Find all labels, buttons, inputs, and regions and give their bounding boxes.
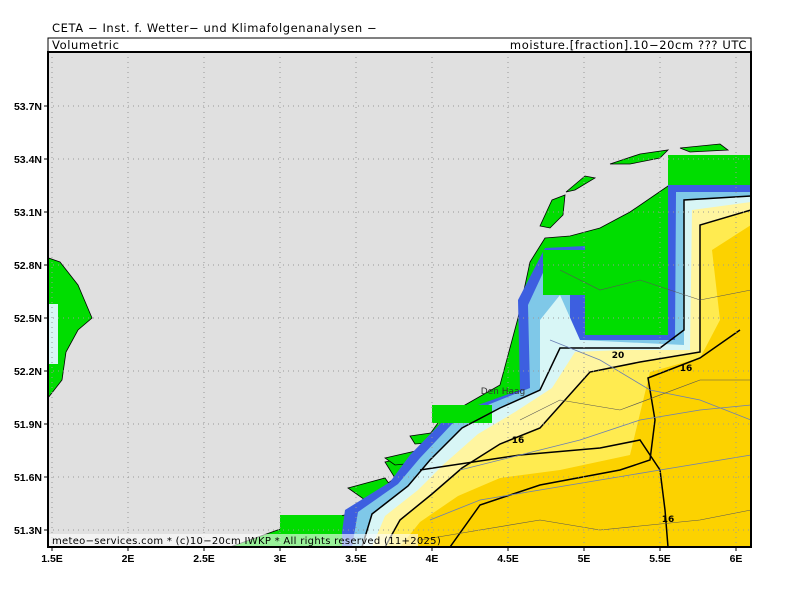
lat-tick-label: 53.7N: [14, 101, 42, 113]
header-left: Volumetric: [52, 38, 120, 52]
region-border: [419, 509, 751, 541]
lon-tick-label: 5E: [578, 553, 591, 565]
moisture-band: [400, 225, 751, 547]
island: [679, 143, 730, 153]
axes: 1.5E 2E 2.5E 3E 3.5E 4E 4.5E 5E 5.5E 6E 53.7N 53.4N…: [14, 101, 742, 565]
river: [459, 404, 751, 471]
field-patch: [585, 246, 668, 333]
land: [48, 257, 93, 399]
lat-tick-label: 53.4N: [14, 154, 42, 166]
lon-tick-label: 3.5E: [345, 553, 367, 565]
header-right: moisture.[fraction].10−20cm ??? UTC: [510, 38, 747, 52]
footer-bg: [48, 534, 418, 547]
lon-tick-label: 4.5E: [497, 553, 519, 565]
contour-label: 20: [612, 351, 625, 361]
lat-tick-label: 51.9N: [14, 419, 42, 431]
river: [549, 339, 751, 421]
map-frame: [47, 51, 752, 548]
island: [609, 149, 670, 165]
contour-line: [361, 195, 751, 547]
lon-tick-label: 2.5E: [193, 553, 215, 565]
header-title: CETA − Inst. f. Wetter− und Klimafolgena…: [52, 21, 377, 35]
contour-line: [449, 329, 741, 547]
lat-tick-label: 52.8N: [14, 260, 42, 272]
contour-label: 16: [662, 515, 675, 525]
grid: [48, 52, 751, 547]
field-patch: [48, 304, 58, 364]
region-border: [519, 379, 751, 421]
field-patch: [668, 155, 751, 185]
river: [429, 454, 751, 521]
field-patch: [543, 250, 585, 295]
lat-tick-label: 53.1N: [14, 207, 42, 219]
contour-label: 16: [512, 436, 525, 446]
region-border: [559, 269, 751, 301]
contour-line: [384, 209, 751, 547]
lon-tick-label: 2E: [122, 553, 135, 565]
lat-tick-label: 52.2N: [14, 366, 42, 378]
city-label: Den Haag: [481, 387, 526, 397]
contour-label: 16: [680, 364, 693, 374]
footer: meteo−services.com * (c)10−20cm IWKP * A…: [52, 536, 441, 547]
map-area: 20 16 16 16 Den Haag meteo−services.com …: [48, 52, 751, 547]
lat-tick-label: 51.6N: [14, 472, 42, 484]
lon-tick-label: 1.5E: [41, 553, 63, 565]
island: [565, 175, 597, 193]
lon-tick-label: 6E: [730, 553, 743, 565]
lat-tick-label: 51.3N: [14, 525, 42, 537]
lon-tick-label: 4E: [426, 553, 439, 565]
lon-tick-label: 3E: [274, 553, 287, 565]
lon-tick-label: 5.5E: [649, 553, 671, 565]
lat-tick-label: 52.5N: [14, 313, 42, 325]
island: [539, 194, 566, 229]
field-patch: [432, 405, 492, 423]
